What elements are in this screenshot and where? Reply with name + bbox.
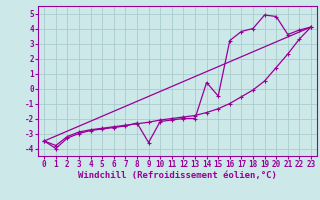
X-axis label: Windchill (Refroidissement éolien,°C): Windchill (Refroidissement éolien,°C) xyxy=(78,171,277,180)
